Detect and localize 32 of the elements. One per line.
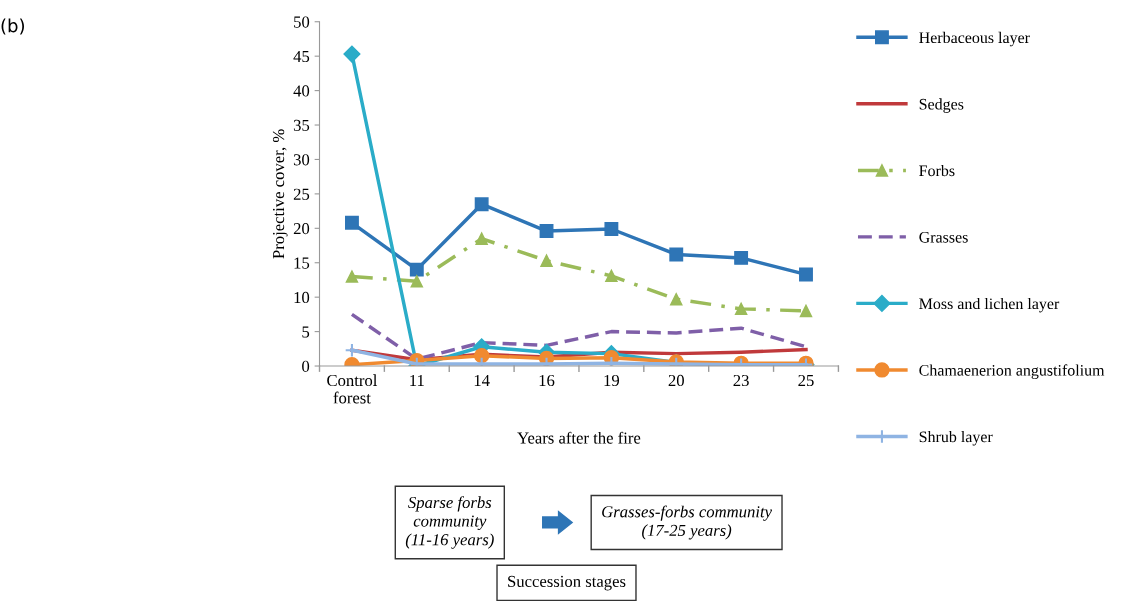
y-tick-label: 15 (294, 257, 310, 269)
x-tick-label: 20 (668, 374, 684, 387)
x-tick-label: Control forest (327, 374, 378, 404)
legend-label: Sedges (919, 98, 964, 113)
x-tick-label: 19 (604, 374, 620, 387)
text: Succession stages (508, 575, 626, 591)
y-tick-label: 20 (293, 223, 310, 235)
x-axis-title: Years after the fire (517, 431, 641, 444)
y-tick-label: 45 (293, 50, 310, 63)
text: Sparse forbs community (11-16 years) (405, 496, 494, 549)
x-tick-label: 25 (798, 374, 814, 387)
x-tick-label: 16 (539, 374, 555, 387)
y-tick-label: 35 (293, 119, 310, 131)
text: (b) (1, 18, 24, 35)
y-tick-label: 40 (293, 85, 310, 97)
y-tick-label: 25 (293, 188, 310, 200)
y-tick-label: 5 (302, 326, 310, 338)
legend-label: Chamaenerion angustifolium (919, 364, 1105, 380)
y-tick-label: 0 (302, 360, 310, 372)
legend-label: Grasses (919, 231, 968, 243)
legend-label: Forbs (919, 164, 955, 177)
legend-label: Moss and lichen layer (919, 297, 1060, 313)
y-tick-label: 30 (293, 154, 310, 166)
x-tick-label: 14 (474, 374, 490, 386)
y-tick-label: 10 (294, 291, 310, 304)
x-tick-label: 11 (410, 374, 424, 386)
text: Grasses-forbs community (17-25 years) (602, 505, 773, 540)
legend-label: Herbaceous layer (919, 31, 1030, 47)
x-tick-label: 23 (733, 374, 749, 387)
y-axis-title: Projective cover, % (272, 129, 288, 259)
y-tick-label: 50 (294, 16, 310, 28)
legend-label: Shrub layer (919, 431, 993, 446)
